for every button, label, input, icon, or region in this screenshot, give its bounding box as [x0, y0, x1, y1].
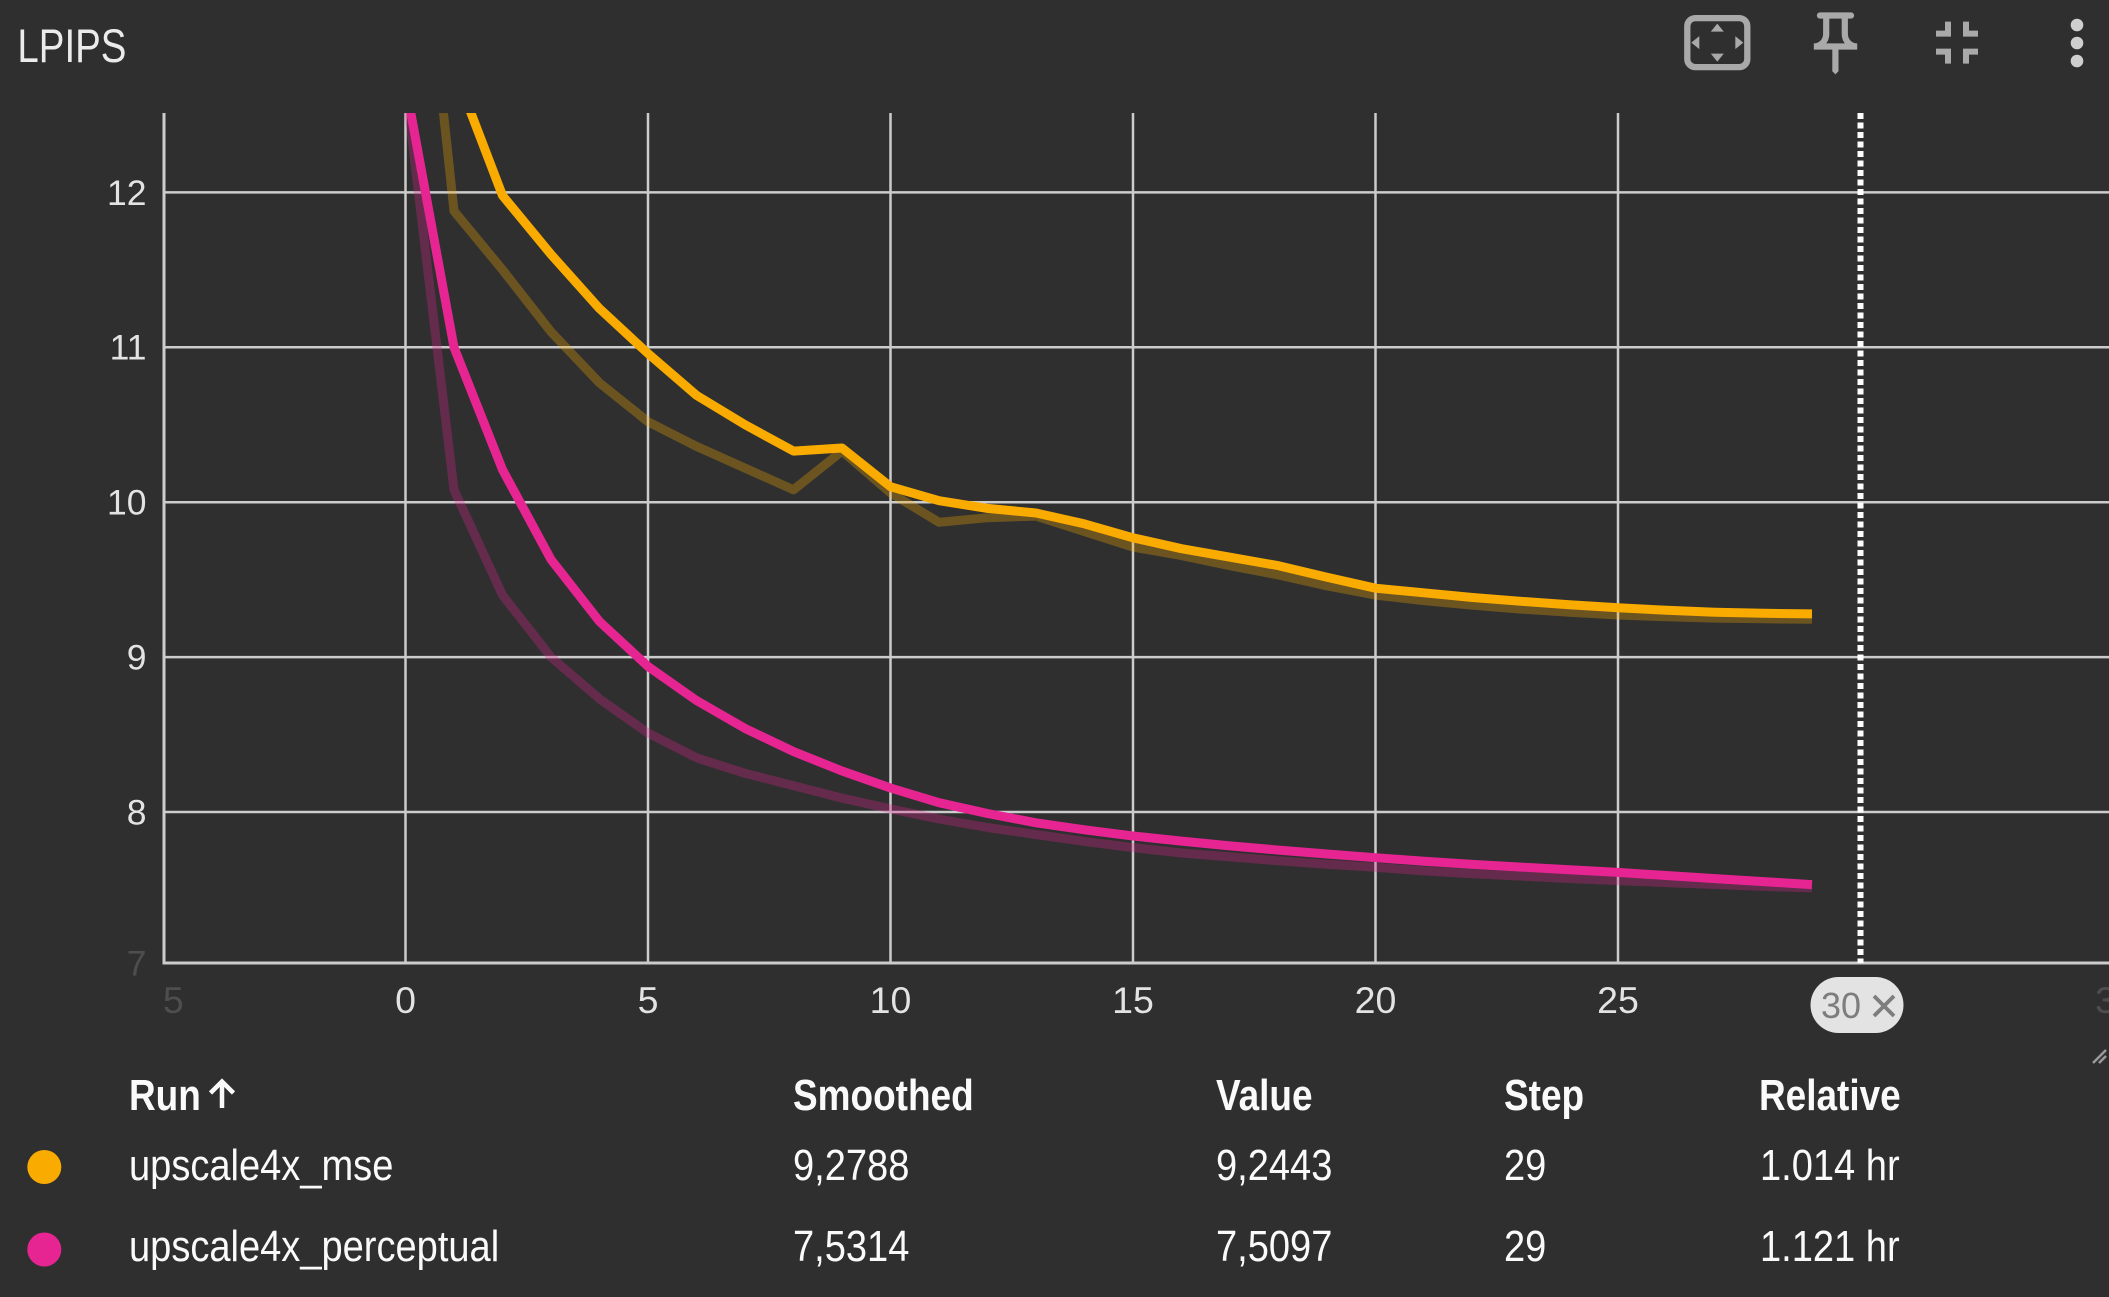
svg-text:Run: Run	[129, 1070, 201, 1120]
svg-text:15: 15	[1112, 979, 1154, 1021]
svg-text:29: 29	[1504, 1221, 1546, 1270]
svg-text:-5: -5	[150, 979, 183, 1021]
svg-text:9,2443: 9,2443	[1216, 1140, 1332, 1189]
svg-text:7: 7	[127, 943, 147, 983]
svg-text:7,5314: 7,5314	[793, 1221, 909, 1270]
svg-text:9: 9	[127, 638, 147, 678]
svg-text:Step: Step	[1504, 1070, 1584, 1120]
svg-text:11: 11	[110, 328, 147, 368]
svg-text:1.121 hr: 1.121 hr	[1760, 1221, 1900, 1270]
svg-text:35: 35	[2095, 979, 2109, 1021]
svg-text:10: 10	[870, 979, 912, 1021]
svg-text:30: 30	[1821, 985, 1861, 1026]
svg-text:Smoothed: Smoothed	[793, 1070, 974, 1120]
svg-text:10: 10	[107, 483, 147, 523]
svg-text:12: 12	[107, 173, 147, 213]
svg-text:upscale4x_perceptual: upscale4x_perceptual	[129, 1221, 499, 1270]
svg-text:Relative: Relative	[1759, 1070, 1901, 1120]
svg-text:25: 25	[1597, 979, 1639, 1021]
svg-text:Value: Value	[1216, 1070, 1313, 1120]
svg-text:LPIPS: LPIPS	[17, 20, 126, 73]
svg-text:9,2788: 9,2788	[793, 1140, 909, 1189]
svg-text:1.014 hr: 1.014 hr	[1760, 1140, 1900, 1189]
svg-text:7,5097: 7,5097	[1216, 1221, 1332, 1270]
svg-text:8: 8	[127, 792, 147, 832]
svg-text:5: 5	[638, 979, 659, 1021]
svg-text:20: 20	[1355, 979, 1397, 1021]
svg-text:29: 29	[1504, 1140, 1546, 1189]
svg-text:upscale4x_mse: upscale4x_mse	[129, 1140, 393, 1189]
svg-text:0: 0	[395, 979, 416, 1021]
